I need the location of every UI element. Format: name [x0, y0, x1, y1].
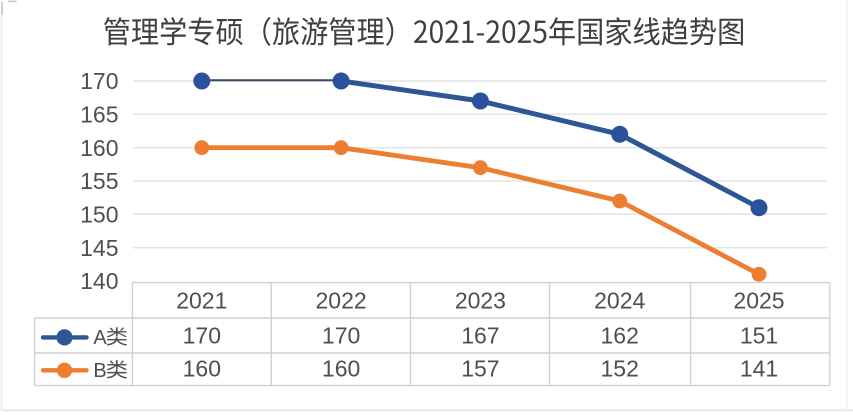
svg-text:165: 165	[80, 102, 118, 128]
svg-text:160: 160	[183, 355, 221, 381]
svg-text:170: 170	[183, 323, 221, 349]
svg-text:140: 140	[80, 268, 118, 294]
svg-text:162: 162	[601, 323, 639, 349]
svg-text:145: 145	[80, 235, 118, 261]
svg-text:2022: 2022	[316, 288, 367, 314]
svg-text:170: 170	[80, 68, 118, 94]
svg-text:2024: 2024	[594, 288, 645, 314]
svg-text:141: 141	[740, 355, 778, 381]
svg-text:B: B	[93, 360, 106, 382]
svg-text:A: A	[93, 327, 107, 349]
svg-text:152: 152	[601, 355, 639, 381]
svg-text:167: 167	[461, 323, 499, 349]
svg-text:160: 160	[322, 355, 360, 381]
svg-text:160: 160	[80, 135, 118, 161]
svg-text:2025: 2025	[733, 288, 784, 314]
svg-text:150: 150	[80, 202, 118, 228]
svg-text:157: 157	[461, 355, 499, 381]
svg-text:170: 170	[322, 323, 360, 349]
svg-text:2023: 2023	[455, 288, 506, 314]
svg-text:155: 155	[80, 168, 118, 194]
svg-text:2021: 2021	[176, 288, 227, 314]
svg-text:151: 151	[740, 323, 778, 349]
